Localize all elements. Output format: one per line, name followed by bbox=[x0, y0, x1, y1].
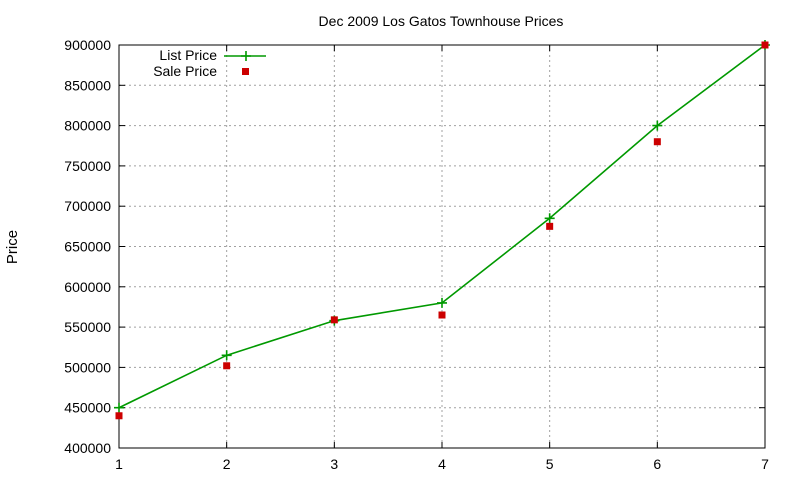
y-tick-label: 750000 bbox=[64, 158, 111, 174]
legend-label-list-price: List Price bbox=[159, 47, 217, 63]
list-price-point bbox=[221, 350, 232, 361]
y-tick-label: 650000 bbox=[64, 239, 111, 255]
sale-price-point bbox=[115, 412, 123, 420]
legend: List Price Sale Price bbox=[153, 47, 266, 79]
series-layer bbox=[114, 40, 770, 420]
y-tick-label: 700000 bbox=[64, 198, 111, 214]
x-tick-label: 6 bbox=[653, 456, 661, 472]
list-price-point bbox=[652, 120, 663, 131]
y-tick-label: 500000 bbox=[64, 359, 111, 375]
x-tick-label: 2 bbox=[223, 456, 231, 472]
list-price-point bbox=[114, 402, 124, 413]
y-tick-label: 550000 bbox=[64, 319, 111, 335]
y-tick-label: 850000 bbox=[64, 77, 111, 93]
y-tick-label: 600000 bbox=[64, 279, 111, 295]
x-tick-label: 5 bbox=[546, 456, 554, 472]
sale-price-point bbox=[546, 222, 554, 230]
y-axis-label: Price bbox=[4, 230, 21, 264]
chart-title: Dec 2009 Los Gatos Townhouse Prices bbox=[319, 13, 564, 29]
y-tick-labels: 400000 450000 500000 550000 600000 650000 7000… bbox=[64, 37, 111, 456]
y-tick-label: 400000 bbox=[64, 440, 111, 456]
x-tick-labels: 1 2 3 4 5 6 7 bbox=[115, 456, 769, 472]
sale-price-point bbox=[653, 138, 661, 146]
x-tick-label: 1 bbox=[115, 456, 123, 472]
legend-marker-list-price bbox=[241, 51, 251, 61]
legend-label-sale-price: Sale Price bbox=[153, 63, 217, 79]
list-price-point bbox=[437, 297, 447, 308]
y-tick-label: 800000 bbox=[64, 118, 111, 134]
series-1 bbox=[115, 41, 769, 420]
x-tick-label: 3 bbox=[330, 456, 338, 472]
sale-price-point bbox=[761, 41, 769, 49]
legend-marker-sale-price bbox=[242, 68, 249, 75]
y-tick-label: 900000 bbox=[64, 37, 111, 53]
sale-price-point bbox=[223, 362, 231, 370]
axis-ticks bbox=[118, 44, 766, 449]
gridlines bbox=[119, 45, 765, 448]
x-tick-label: 4 bbox=[438, 456, 446, 472]
sale-price-point bbox=[330, 316, 338, 324]
list-price-point bbox=[544, 213, 555, 224]
sale-price-point bbox=[438, 311, 446, 319]
x-tick-label: 7 bbox=[761, 456, 769, 472]
y-tick-label: 450000 bbox=[64, 400, 111, 416]
